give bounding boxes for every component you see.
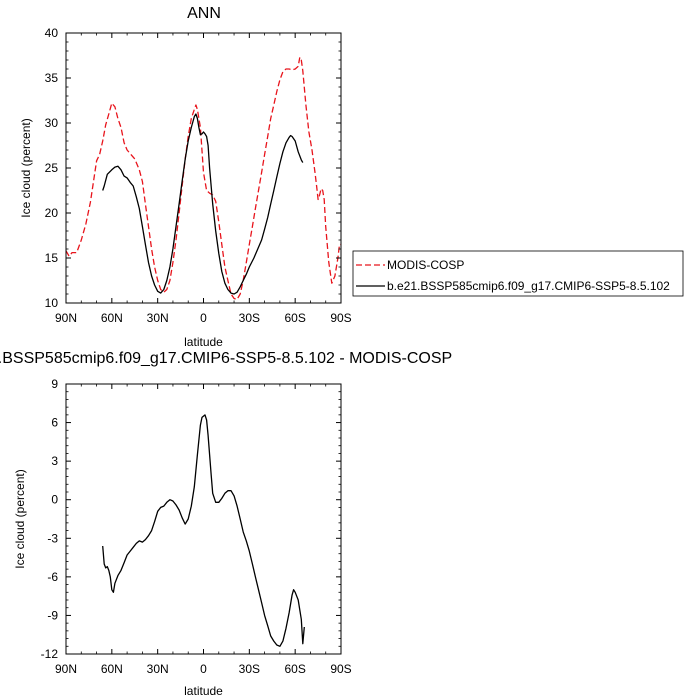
chart-title: ANN: [187, 5, 221, 22]
y-axis-label: Ice cloud (percent): [19, 118, 33, 217]
y-axis-label: Ice cloud (percent): [13, 469, 27, 568]
x-tick-label: 60S: [284, 662, 305, 676]
x-axis-label: latitude: [184, 335, 223, 349]
x-axis-ticks: 90N 60N 30N 0 30S 60S 90S: [55, 384, 352, 676]
x-tick-label: 30S: [239, 662, 260, 676]
x-tick-label: 60N: [101, 662, 123, 676]
y-tick-label: 0: [51, 493, 58, 507]
y-axis-ticks: 10 15 20 25 30 35 40: [45, 26, 341, 310]
chart-title: .BSSP585cmip6.f09_g17.CMIP6-SSP5-8.5.102…: [0, 350, 452, 367]
x-tick-label: 0: [200, 662, 207, 676]
y-tick-label: 25: [45, 161, 59, 175]
y-tick-label: 6: [51, 416, 58, 430]
series-line-model: [102, 113, 304, 295]
series-line-modis-cosp: [65, 56, 341, 301]
x-tick-label: 0: [200, 311, 207, 325]
x-tick-label: 30N: [147, 311, 169, 325]
y-tick-label: 35: [45, 71, 59, 85]
y-axis-ticks: -12 -9 -6 -3 0 3 6 9: [41, 377, 341, 661]
x-tick-label: 30S: [239, 311, 260, 325]
y-tick-label: 20: [45, 206, 59, 220]
series-layer: [65, 56, 341, 301]
legend: MODIS-COSP b.e21.BSSP585cmip6.f09_g17.CM…: [352, 250, 684, 297]
x-tick-label: 90N: [55, 662, 77, 676]
top-chart: ANN 10 15 20 25 30 35 40 90N 60N 30N 0 30S 60S 90S l…: [19, 5, 352, 349]
y-tick-label: 40: [45, 26, 59, 40]
x-axis-label: latitude: [184, 684, 223, 698]
x-tick-label: 60N: [101, 311, 123, 325]
y-tick-label: 3: [51, 454, 58, 468]
x-tick-label: 90S: [330, 662, 351, 676]
y-tick-label: -9: [47, 608, 58, 622]
y-tick-label: 30: [45, 116, 59, 130]
legend-box: [352, 250, 684, 297]
y-tick-label: 10: [45, 296, 59, 310]
x-tick-label: 90N: [55, 311, 77, 325]
x-axis-ticks: 90N 60N 30N 0 30S 60S 90S: [55, 33, 352, 325]
y-tick-label: -6: [47, 570, 58, 584]
series-line-difference: [102, 414, 305, 647]
y-tick-label: 9: [51, 377, 58, 391]
y-tick-label: 15: [45, 251, 59, 265]
y-tick-label: -3: [47, 531, 58, 545]
legend-entry-model: b.e21.BSSP585cmip6.f09_g17.CMIP6-SSP5-8.…: [387, 279, 670, 293]
x-tick-label: 60S: [284, 311, 305, 325]
bottom-chart: .BSSP585cmip6.f09_g17.CMIP6-SSP5-8.5.102…: [0, 350, 452, 698]
series-layer: [102, 414, 305, 647]
y-tick-label: -12: [41, 647, 59, 661]
x-tick-label: 90S: [330, 311, 351, 325]
x-tick-label: 30N: [147, 662, 169, 676]
legend-entry-modis: MODIS-COSP: [387, 258, 464, 272]
